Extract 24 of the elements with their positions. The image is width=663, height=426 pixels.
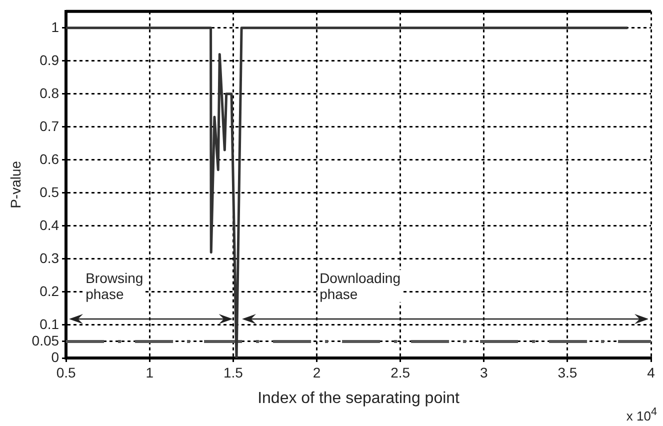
y-tick-label: 0.8 <box>40 84 60 101</box>
y-tick-label: 0.05 <box>32 332 60 348</box>
x-axis-title: Index of the separating point <box>258 390 460 407</box>
y-tick-label: 0.2 <box>40 282 60 299</box>
y-tick-label: 0.7 <box>40 118 60 134</box>
x-tick-label: 1 <box>146 364 154 380</box>
x-tick-label: 3 <box>480 364 488 380</box>
y-tick-label: 0.5 <box>40 184 60 200</box>
y-tick-label: 0 <box>51 348 60 365</box>
x-tick-label: 4 <box>647 364 656 380</box>
x-tick-label: 2 <box>312 364 321 380</box>
y-tick-label: 0.1 <box>40 316 60 332</box>
y-tick-label: 1 <box>51 18 60 35</box>
y-tick-label: 0.4 <box>40 216 60 233</box>
y-tick-label: 0.3 <box>40 250 60 266</box>
y-tick-label: 0.6 <box>40 150 60 167</box>
text: x 10$^{4}$ <box>626 404 657 424</box>
x-tick-label: 1.5 <box>223 364 244 380</box>
x-tick-label: 3.5 <box>558 364 578 380</box>
annotation: Browsing phase <box>84 270 146 302</box>
annotation: Downloading phase <box>318 270 403 302</box>
y-axis-title: P-value <box>7 160 24 208</box>
y-tick-label: 0.9 <box>40 52 60 68</box>
x-tick-label: 2.5 <box>390 364 410 380</box>
